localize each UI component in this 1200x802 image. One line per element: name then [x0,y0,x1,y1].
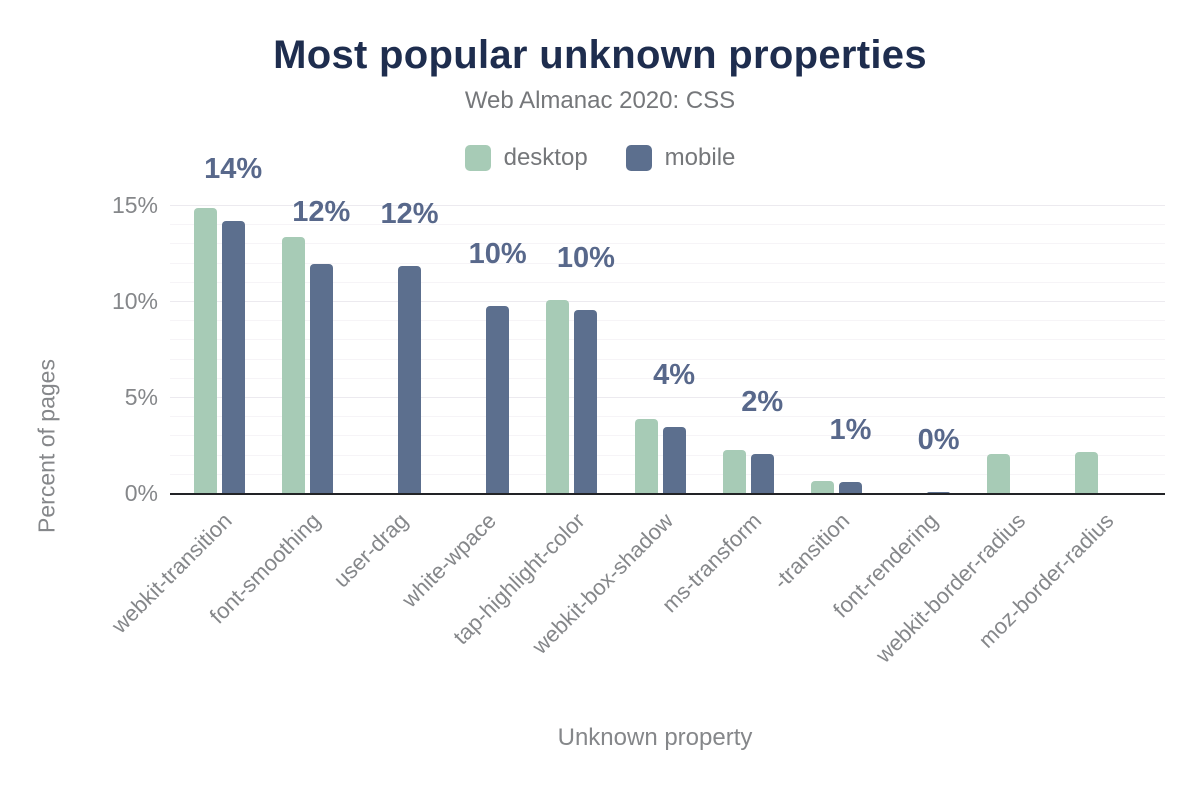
y-gridline-13 [170,243,1165,245]
x-category-label-user-drag: user-drag [328,508,414,593]
x-category-label--transition: -transition [768,508,855,594]
y-gridline-6 [170,377,1165,379]
y-gridline-8 [170,339,1165,341]
mobile-bar-tap-highlight-color [574,309,598,494]
y-gridline-7 [170,358,1165,360]
desktop-bar--transition [810,480,834,494]
desktop-bar-ms-transform [722,449,746,494]
y-axis-title: Percent of pages [33,359,60,533]
legend-item-desktop[interactable]: desktop [464,144,588,172]
y-tick-label-5%: 5% [124,384,158,410]
bar-value-label-tap-highlight-color: 10% [556,241,615,274]
bar-value-label-font-smoothing: 12% [292,195,351,228]
mobile-bar-webkit-transition [221,221,245,494]
bar-value-label-white-wpace: 10% [468,237,527,270]
bar-value-label-webkit-box-shadow: 4% [653,358,695,391]
y-gridline-15 [170,205,1165,206]
mobile-bar-font-smoothing [309,263,333,494]
mobile-bar-webkit-box-shadow [662,426,686,494]
bar-group-font-rendering: 0% [881,206,969,494]
y-tick-label-15%: 15% [111,192,158,218]
desktop-bar-webkit-border-radius [987,453,1011,494]
mobile-bar--transition [838,482,862,494]
bar-group-user-drag: 12% [351,198,439,494]
bar-value-label--transition: 1% [829,414,872,447]
bar-group-moz-border-radius [1057,206,1145,494]
bar-group-font-smoothing: 12% [263,196,351,494]
legend: desktop mobile [0,144,1200,172]
y-gridline-4 [170,416,1165,418]
chart-subtitle: Web Almanac 2020: CSS [464,87,736,114]
bar-group-webkit-transition: 14% [175,153,263,494]
mobile-swatch-icon [625,145,652,171]
y-gridline-11 [170,281,1165,283]
bar-group--transition: 1% [792,206,880,494]
mobile-bar-user-drag [397,265,421,494]
legend-label-desktop: desktop [503,144,588,171]
x-axis-line [170,493,1165,495]
y-gridline-14 [170,224,1165,226]
y-tick-label-0%: 0% [124,480,158,506]
x-category-label-webkit-border-radius: webkit-border-radius [870,508,1031,668]
bar-value-label-webkit-transition: 14% [204,153,263,186]
y-gridline-10 [170,301,1165,302]
bar-value-label-ms-transform: 2% [741,385,784,418]
bar-group-white-wpace: 10% [440,206,528,494]
y-tick-label-10%: 10% [111,288,158,314]
desktop-swatch-icon [464,145,491,171]
bar-group-webkit-box-shadow: 4% [616,206,704,494]
desktop-bar-webkit-transition [193,207,217,494]
bar-group-ms-transform: 2% [704,206,792,494]
y-gridline-9 [170,320,1165,322]
bar-value-label-user-drag: 12% [380,197,439,230]
bar-value-label-font-rendering: 0% [917,424,960,457]
desktop-bar-moz-border-radius [1075,451,1099,494]
bar-group-webkit-border-radius [969,206,1057,494]
desktop-bar-tap-highlight-color [546,300,570,494]
plot-area: 14% 12% 12% 10% 10% 4% 2% 1% 0% [175,153,1145,494]
y-gridline-5 [170,397,1165,398]
desktop-bar-font-smoothing [281,236,305,494]
desktop-bar-webkit-box-shadow [634,419,658,494]
mobile-bar-ms-transform [750,453,774,494]
chart-title: Most popular unknown properties [273,33,927,77]
bar-group-tap-highlight-color: 10% [528,206,616,494]
y-gridline-12 [170,262,1165,264]
mobile-bar-white-wpace [486,305,510,494]
legend-item-mobile[interactable]: mobile [625,144,736,172]
legend-label-mobile: mobile [664,144,736,171]
x-axis-title: Unknown property [557,724,753,751]
